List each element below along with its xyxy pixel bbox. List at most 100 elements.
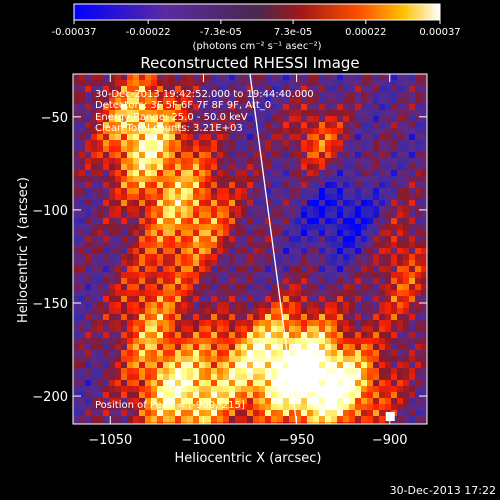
heatmap-cell [151, 254, 158, 261]
heatmap-cell [391, 218, 398, 225]
heatmap-cell [247, 302, 254, 309]
heatmap-cell [121, 92, 128, 99]
heatmap-cell [223, 332, 230, 339]
heatmap-cell [217, 236, 224, 243]
heatmap-cell [187, 290, 194, 297]
heatmap-cell [289, 302, 296, 309]
heatmap-cell [373, 218, 380, 225]
heatmap-cell [121, 362, 128, 369]
heatmap-cell [175, 296, 182, 303]
heatmap-cell [85, 212, 92, 219]
heatmap-cell [73, 350, 80, 357]
heatmap-cell [331, 182, 338, 189]
heatmap-cell [163, 92, 170, 99]
heatmap-cell [265, 164, 272, 171]
heatmap-cell [277, 254, 284, 261]
heatmap-cell [295, 374, 302, 381]
heatmap-cell [337, 230, 344, 237]
heatmap-cell [313, 410, 320, 417]
heatmap-cell [259, 308, 266, 315]
heatmap-cell [343, 302, 350, 309]
heatmap-cell [163, 398, 170, 405]
heatmap-cell [421, 80, 427, 87]
heatmap-cell [139, 326, 146, 333]
heatmap-cell [331, 248, 338, 255]
heatmap-cell [361, 164, 368, 171]
heatmap-cell [385, 398, 392, 405]
heatmap-cell [97, 260, 104, 267]
colorbar-ticks: -0.00037 -0.00022 -7.3e-05 7.3e-05 0.00022 0.… [52, 20, 461, 38]
heatmap-cell [271, 278, 278, 285]
heatmap-cell [337, 374, 344, 381]
heatmap-cell [121, 242, 128, 249]
heatmap-cell [127, 122, 134, 129]
heatmap-cell [73, 332, 80, 339]
heatmap-cell [391, 344, 398, 351]
heatmap-cell [181, 98, 188, 105]
heatmap-cell [169, 362, 176, 369]
heatmap-cell [163, 374, 170, 381]
heatmap-cell [127, 254, 134, 261]
heatmap-cell [385, 350, 392, 357]
heatmap-cell [289, 110, 296, 117]
heatmap-cell [319, 236, 326, 243]
heatmap-cell [163, 278, 170, 285]
heatmap-cell [211, 290, 218, 297]
heatmap-cell [421, 92, 427, 99]
heatmap-cell [277, 218, 284, 225]
heatmap-cell [139, 380, 146, 387]
heatmap-cell [139, 404, 146, 411]
heatmap-cell [139, 314, 146, 321]
heatmap-cell [415, 314, 422, 321]
heatmap-cell [223, 134, 230, 141]
heatmap-cell [421, 308, 427, 315]
heatmap-cell [283, 248, 290, 255]
heatmap-cell [181, 218, 188, 225]
heatmap-cell [277, 308, 284, 315]
heatmap-cell [199, 344, 206, 351]
heatmap-cell [97, 104, 104, 111]
heatmap-cell [181, 212, 188, 219]
heatmap-cell [361, 314, 368, 321]
heatmap-cell [235, 152, 242, 159]
heatmap-cell [91, 80, 98, 87]
heatmap-cell [163, 242, 170, 249]
heatmap-cell [181, 242, 188, 249]
heatmap-cell [277, 374, 284, 381]
heatmap-cell [379, 368, 386, 375]
heatmap-cell [247, 86, 254, 93]
heatmap-cell [421, 212, 427, 219]
heatmap-cell [313, 122, 320, 129]
heatmap-cell [247, 158, 254, 165]
heatmap-cell [163, 152, 170, 159]
heatmap-cell [241, 218, 248, 225]
heatmap-cell [235, 362, 242, 369]
heatmap-cell [265, 386, 272, 393]
heatmap-cell [211, 170, 218, 177]
heatmap-cell [187, 212, 194, 219]
heatmap-cell [403, 188, 410, 195]
heatmap-cell [79, 104, 86, 111]
heatmap-cell [367, 308, 374, 315]
heatmap-cell [73, 374, 80, 381]
heatmap-cell [247, 266, 254, 273]
heatmap-cell [355, 128, 362, 135]
heatmap-cell [349, 110, 356, 117]
heatmap-cell [289, 314, 296, 321]
heatmap-cell [85, 224, 92, 231]
heatmap-cell [145, 230, 152, 237]
heatmap-cell [79, 218, 86, 225]
heatmap-cell [361, 320, 368, 327]
heatmap-cell [397, 146, 404, 153]
heatmap-cell [397, 266, 404, 273]
heatmap-cell [367, 368, 374, 375]
heatmap-cell [97, 146, 104, 153]
heatmap-cell [385, 290, 392, 297]
heatmap-cell [115, 218, 122, 225]
heatmap-cell [313, 164, 320, 171]
heatmap-cell [205, 278, 212, 285]
heatmap-cell [361, 344, 368, 351]
heatmap-cell [319, 146, 326, 153]
heatmap-cell [319, 242, 326, 249]
heatmap-cell [127, 284, 134, 291]
